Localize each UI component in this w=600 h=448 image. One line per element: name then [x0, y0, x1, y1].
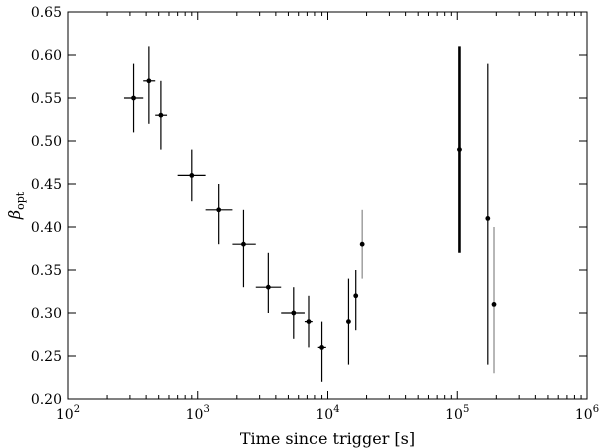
- data-point: [317, 321, 326, 382]
- x-tick-exp: 6: [593, 404, 599, 415]
- x-tick-exp: 4: [333, 404, 339, 415]
- data-point: [485, 63, 491, 365]
- point-marker: [146, 78, 152, 84]
- y-tick-label: 0.60: [31, 48, 62, 64]
- y-tick-label: 0.45: [31, 177, 62, 193]
- data-point: [491, 227, 497, 374]
- x-tick-exp: 3: [203, 404, 209, 415]
- point-marker: [485, 216, 491, 221]
- data-point: [123, 63, 144, 133]
- data-point: [281, 287, 305, 339]
- point-marker: [216, 207, 222, 213]
- x-tick-base: 10: [315, 407, 333, 423]
- data-points-layer: [123, 46, 497, 382]
- data-point: [346, 278, 351, 365]
- x-tick-exp: 5: [463, 404, 469, 415]
- y-tick-label: 0.20: [31, 392, 62, 408]
- y-tick-label: 0.30: [31, 306, 62, 322]
- x-tick-base: 10: [186, 407, 204, 423]
- point-marker: [353, 293, 359, 299]
- y-tick-label: 0.50: [31, 134, 62, 150]
- plot-area-frame: [67, 11, 588, 400]
- x-tick-label: 106: [575, 404, 599, 423]
- axis-ticks-layer: [67, 11, 588, 400]
- point-marker: [319, 345, 324, 350]
- point-marker: [457, 147, 462, 153]
- y-tick-label: 0.35: [31, 263, 62, 279]
- data-point: [143, 46, 156, 124]
- data-point: [205, 184, 233, 245]
- data-point: [304, 295, 313, 348]
- y-tick-labels: 0.20 0.25 0.30 0.35 0.40 0.45 0.50 0.55 0.60 0.65: [31, 5, 62, 408]
- y-axis-label: βopt: [5, 191, 27, 220]
- y-axis-label-base: β: [5, 210, 24, 220]
- point-marker: [306, 319, 312, 324]
- point-marker: [265, 284, 271, 290]
- y-tick-label: 0.40: [31, 220, 62, 236]
- x-axis-label: Time since trigger [s]: [240, 429, 415, 448]
- data-point: [155, 80, 168, 150]
- point-marker: [491, 302, 497, 307]
- x-tick-label: 102: [56, 404, 80, 423]
- point-marker: [291, 310, 297, 316]
- data-point: [177, 149, 206, 202]
- data-point: [353, 270, 359, 331]
- x-tick-exp: 2: [74, 404, 80, 415]
- x-tick-labels: 102 103 104 105 106: [56, 404, 599, 423]
- data-point: [359, 209, 365, 279]
- x-tick-label: 104: [315, 404, 339, 423]
- y-tick-label: 0.65: [31, 5, 62, 21]
- data-point: [255, 252, 282, 313]
- point-marker: [346, 319, 351, 324]
- x-tick-base: 10: [445, 407, 463, 423]
- y-tick-label: 0.55: [31, 91, 62, 107]
- point-marker: [189, 173, 195, 178]
- point-marker: [359, 241, 365, 247]
- y-axis-label-sub: opt: [14, 191, 27, 210]
- x-tick-base: 10: [56, 407, 74, 423]
- x-tick-label: 105: [445, 404, 469, 423]
- point-marker: [241, 241, 246, 247]
- x-tick-label: 103: [186, 404, 210, 423]
- data-point: [232, 209, 256, 288]
- point-marker: [158, 112, 164, 118]
- x-tick-base: 10: [575, 407, 593, 423]
- data-point: [457, 46, 462, 253]
- y-tick-label: 0.25: [31, 349, 62, 365]
- point-marker: [131, 95, 136, 101]
